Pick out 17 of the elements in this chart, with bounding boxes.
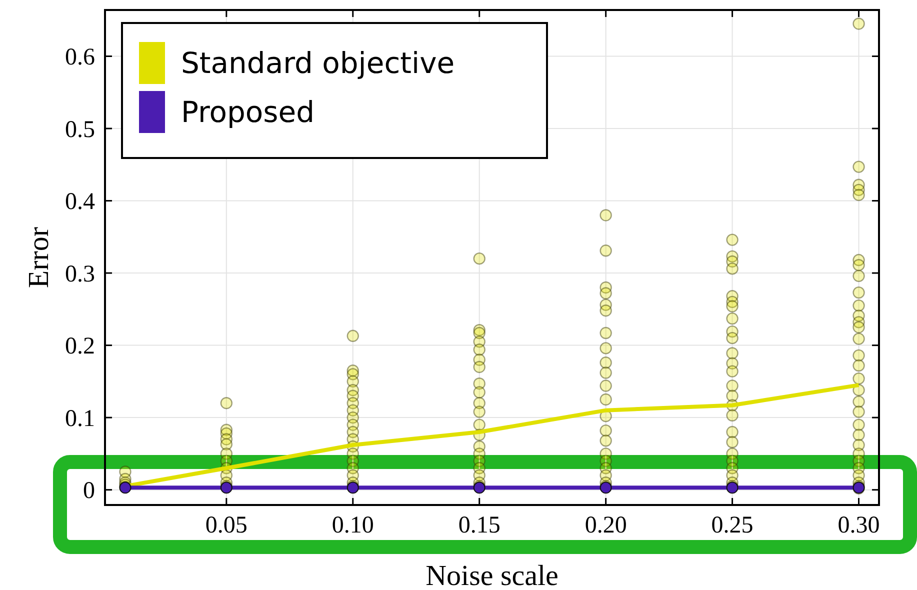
y-axis-title: Error — [23, 226, 56, 288]
y-tick-label: 0.1 — [65, 406, 95, 432]
y-tick-label: 0 — [83, 478, 95, 504]
x-tick-label: 0.30 — [838, 512, 880, 538]
y-tick-label: 0.2 — [65, 334, 95, 360]
x-tick-label: 0.15 — [458, 512, 500, 538]
legend-label: Standard objective — [181, 46, 455, 80]
x-tick-label: 0.25 — [711, 512, 754, 538]
y-tick-label: 0.4 — [65, 189, 95, 216]
legend-label: Proposed — [181, 95, 315, 130]
x-axis-title: Noise scale — [426, 560, 558, 590]
y-tick-label: 0.3 — [65, 261, 95, 288]
x-tick-label: 0.05 — [205, 512, 248, 538]
y-tick-label: 0.5 — [65, 116, 95, 143]
x-tick-label: 0.10 — [332, 512, 374, 538]
y-tick-label: 0.6 — [65, 44, 95, 71]
x-tick-label: 0.20 — [584, 512, 627, 538]
